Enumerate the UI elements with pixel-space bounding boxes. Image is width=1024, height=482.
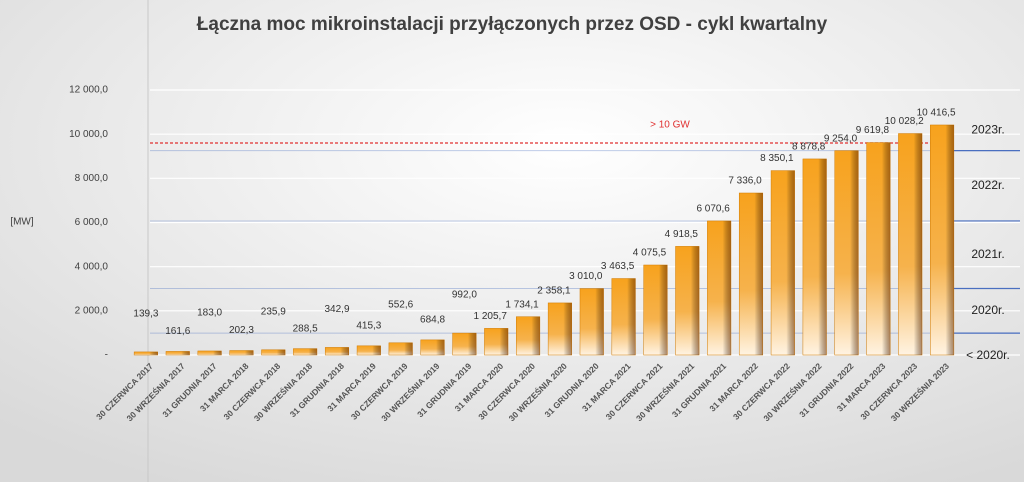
bar-shade	[675, 246, 700, 355]
value-label: 552,6	[388, 299, 413, 310]
value-label: 4 075,5	[633, 248, 667, 259]
value-label: 202,3	[229, 325, 254, 336]
year-label: 2022r.	[971, 178, 1004, 192]
value-label: 1 205,7	[474, 311, 508, 322]
y-tick-label: 6 000,0	[75, 217, 109, 228]
bar-shade	[898, 133, 923, 355]
year-label: 2020r.	[971, 303, 1004, 317]
y-tick-label: 10 000,0	[69, 129, 108, 140]
value-label: 7 336,0	[728, 176, 762, 187]
reference-label: > 10 GW	[650, 120, 690, 131]
bar-shade	[866, 142, 891, 355]
value-label: 4 918,5	[665, 229, 699, 240]
value-label: 235,9	[261, 306, 286, 317]
bar-shade	[516, 316, 540, 355]
value-label: 8 878,8	[792, 142, 826, 153]
value-label: 9 254,0	[824, 133, 858, 144]
bar-shade	[484, 328, 509, 355]
year-label: < 2020r.	[966, 348, 1010, 362]
y-tick-label: 12 000,0	[69, 85, 108, 96]
y-tick-label: 4 000,0	[75, 261, 109, 272]
year-label: 2023r.	[971, 122, 1004, 136]
value-label: 139,3	[133, 309, 158, 320]
bar-shade	[739, 192, 763, 355]
bar-shade	[802, 158, 827, 355]
bar-shade	[707, 220, 731, 355]
value-label: 9 619,8	[856, 125, 890, 136]
value-label: 10 028,2	[885, 116, 924, 127]
y-tick-label: -	[105, 350, 108, 361]
bar-shade	[452, 333, 477, 355]
bar-shade	[357, 345, 381, 355]
bar-shade	[548, 302, 572, 355]
value-label: 8 350,1	[760, 153, 794, 164]
value-label: 992,0	[452, 290, 477, 301]
value-label: 183,0	[197, 308, 222, 319]
value-label: 3 010,0	[569, 271, 603, 282]
bar-shade	[261, 349, 286, 355]
bar-shade	[930, 124, 954, 355]
bar-shade	[611, 278, 636, 355]
value-label: 415,3	[356, 320, 381, 331]
value-label: 1 734,1	[505, 299, 539, 310]
y-tick-label: 2 000,0	[75, 305, 109, 316]
value-label: 3 463,5	[601, 261, 635, 272]
bar-shade	[134, 351, 158, 355]
bar-shade	[197, 350, 222, 355]
value-label: 6 070,6	[696, 204, 730, 215]
value-label: 684,8	[420, 315, 445, 326]
value-label: 2 358,1	[537, 286, 571, 297]
bar-shade	[165, 351, 190, 355]
value-label: 288,5	[293, 323, 318, 334]
y-axis-label: [MW]	[10, 217, 34, 228]
y-tick-label: 8 000,0	[75, 173, 109, 184]
bar-shade	[388, 342, 413, 355]
chart-title: Łączna moc mikroinstalacji przyłączonych…	[197, 14, 828, 35]
bar-shade	[229, 350, 254, 355]
bar-shade	[579, 288, 604, 355]
bar-shade	[643, 264, 668, 355]
bar-shade	[771, 170, 795, 355]
year-label: 2021r.	[971, 247, 1004, 261]
bar-shade	[420, 339, 445, 355]
bar-shade	[325, 347, 349, 355]
value-label: 342,9	[324, 304, 349, 315]
bar-shade	[834, 150, 859, 355]
bar-shade	[293, 348, 317, 355]
value-label: 10 416,5	[917, 108, 956, 119]
value-label: 161,6	[165, 326, 190, 337]
